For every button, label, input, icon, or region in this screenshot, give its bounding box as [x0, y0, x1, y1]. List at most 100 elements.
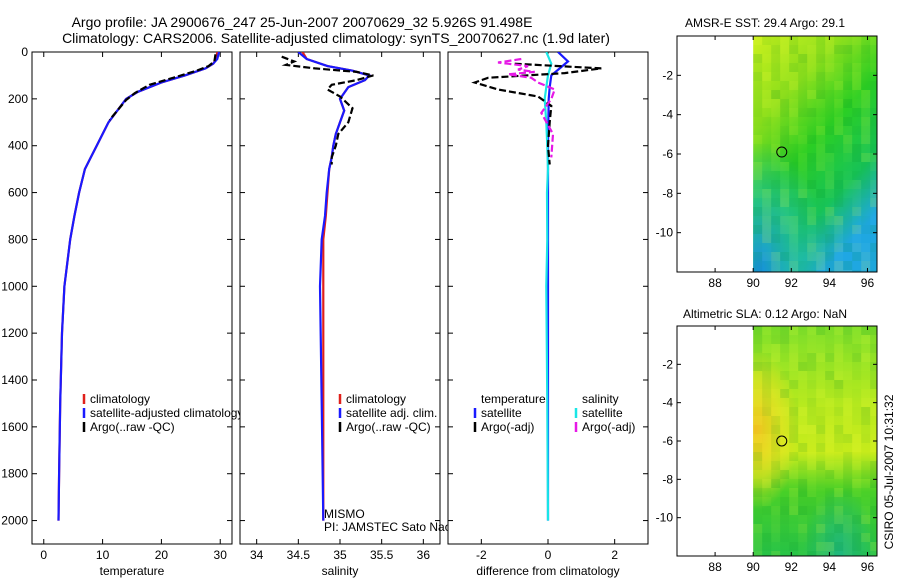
heatmap-cell [798, 542, 807, 551]
heatmap-cell [780, 362, 789, 371]
heatmap-cell [771, 362, 780, 371]
heatmap-cell [825, 362, 834, 371]
heatmap-cell [807, 135, 817, 144]
heatmap-cell [861, 362, 871, 371]
heatmap-cell [861, 90, 871, 99]
x-tick-label: 34 [250, 548, 264, 562]
heatmap-cell [798, 398, 807, 407]
heatmap-cell [852, 189, 861, 198]
heatmap-cell [870, 81, 877, 90]
heatmap-cell [789, 45, 799, 54]
heatmap-cell [771, 416, 781, 425]
heatmap-cell [753, 452, 763, 461]
heatmap-cell [825, 398, 835, 407]
x-tick-label: 30 [214, 548, 228, 562]
heatmap-cell [762, 389, 772, 398]
heatmap-cell [852, 135, 861, 144]
heatmap-cell [816, 207, 825, 216]
heatmap-cell [843, 407, 853, 416]
heatmap-cell [834, 335, 843, 344]
heatmap-cell [843, 207, 852, 216]
heatmap-cell [825, 198, 834, 207]
heatmap-cell [762, 407, 772, 416]
heatmap-cell [843, 180, 853, 189]
heatmap-cell [789, 497, 799, 506]
heatmap-cell [798, 371, 808, 380]
heatmap-cell [771, 45, 781, 54]
heatmap-cell [834, 261, 844, 270]
heatmap-cell [780, 180, 790, 189]
heatmap-cell [825, 234, 835, 243]
heatmap-cell [762, 452, 772, 461]
heatmap-cell [852, 425, 861, 434]
heatmap-cell [798, 551, 807, 556]
series-line-argo-raw-qc- [108, 54, 217, 121]
heatmap-cell [861, 344, 871, 353]
heatmap-cell [762, 461, 772, 470]
heatmap-cell [870, 45, 877, 54]
x-tick-label: 92 [785, 560, 799, 574]
heatmap-cell [762, 144, 772, 153]
heatmap-cell [852, 380, 861, 389]
heatmap-cell [780, 126, 790, 135]
heatmap-cell [852, 551, 862, 556]
heatmap-cell [816, 488, 825, 497]
heatmap-cell [843, 515, 853, 524]
y-tick-label: 1000 [1, 279, 28, 293]
heatmap-cell [771, 443, 781, 452]
heatmap-cell [861, 461, 871, 470]
heatmap-cell [762, 225, 772, 234]
heatmap-cell [807, 434, 816, 443]
y-tick-label: 2000 [1, 514, 28, 528]
heatmap-cell [789, 117, 799, 126]
heatmap-cell [852, 99, 862, 108]
heatmap-cell [780, 63, 790, 72]
heatmap-cell [771, 189, 781, 198]
heatmap-cell [834, 54, 843, 63]
heatmap-cell [861, 45, 871, 54]
heatmap-cell [798, 90, 808, 99]
y-tick-label: -6 [662, 147, 673, 161]
heatmap-cell [834, 443, 843, 452]
heatmap-cell [816, 326, 826, 335]
heatmap-cell [789, 135, 798, 144]
heatmap-cell [843, 452, 853, 461]
heatmap-cell [870, 542, 877, 551]
heatmap-cell [861, 171, 871, 180]
x-tick-label: 94 [823, 560, 837, 574]
heatmap-cell [861, 497, 870, 506]
heatmap-cell [852, 398, 861, 407]
heatmap-cell [789, 180, 799, 189]
heatmap-cell [762, 398, 772, 407]
heatmap-cell [753, 180, 762, 189]
heatmap-cell [825, 371, 835, 380]
heatmap-cell [870, 371, 877, 380]
heatmap-cell [807, 180, 817, 189]
heatmap-cell [798, 234, 808, 243]
heatmap-cell [843, 344, 852, 353]
heatmap-cell [771, 353, 781, 362]
heatmap-cell [861, 54, 871, 63]
heatmap-cell [789, 54, 798, 63]
x-tick-label: 35.5 [370, 548, 394, 562]
heatmap-cell [834, 198, 844, 207]
salinity-series-group [281, 52, 374, 521]
heatmap-cell [807, 99, 816, 108]
sst-map-panel: AMSR-E SST: 29.4 Argo: 29.1 88 90 92 94 96 -2… [656, 16, 878, 290]
heatmap-cell [789, 515, 798, 524]
heatmap-cell [798, 515, 807, 524]
heatmap-cell [852, 153, 862, 162]
heatmap-cell [861, 162, 871, 171]
heatmap-cell [825, 416, 835, 425]
heatmap-cell [861, 407, 871, 416]
heatmap-cell [762, 63, 771, 72]
heatmap-cell [843, 443, 852, 452]
heatmap-cell [771, 398, 781, 407]
heatmap-cell [798, 72, 808, 81]
heatmap-cell [780, 326, 790, 335]
heatmap-cell [870, 153, 877, 162]
heatmap-cell [816, 45, 826, 54]
heatmap-cell [780, 207, 789, 216]
heatmap-cell [798, 126, 807, 135]
heatmap-cell [762, 81, 771, 90]
